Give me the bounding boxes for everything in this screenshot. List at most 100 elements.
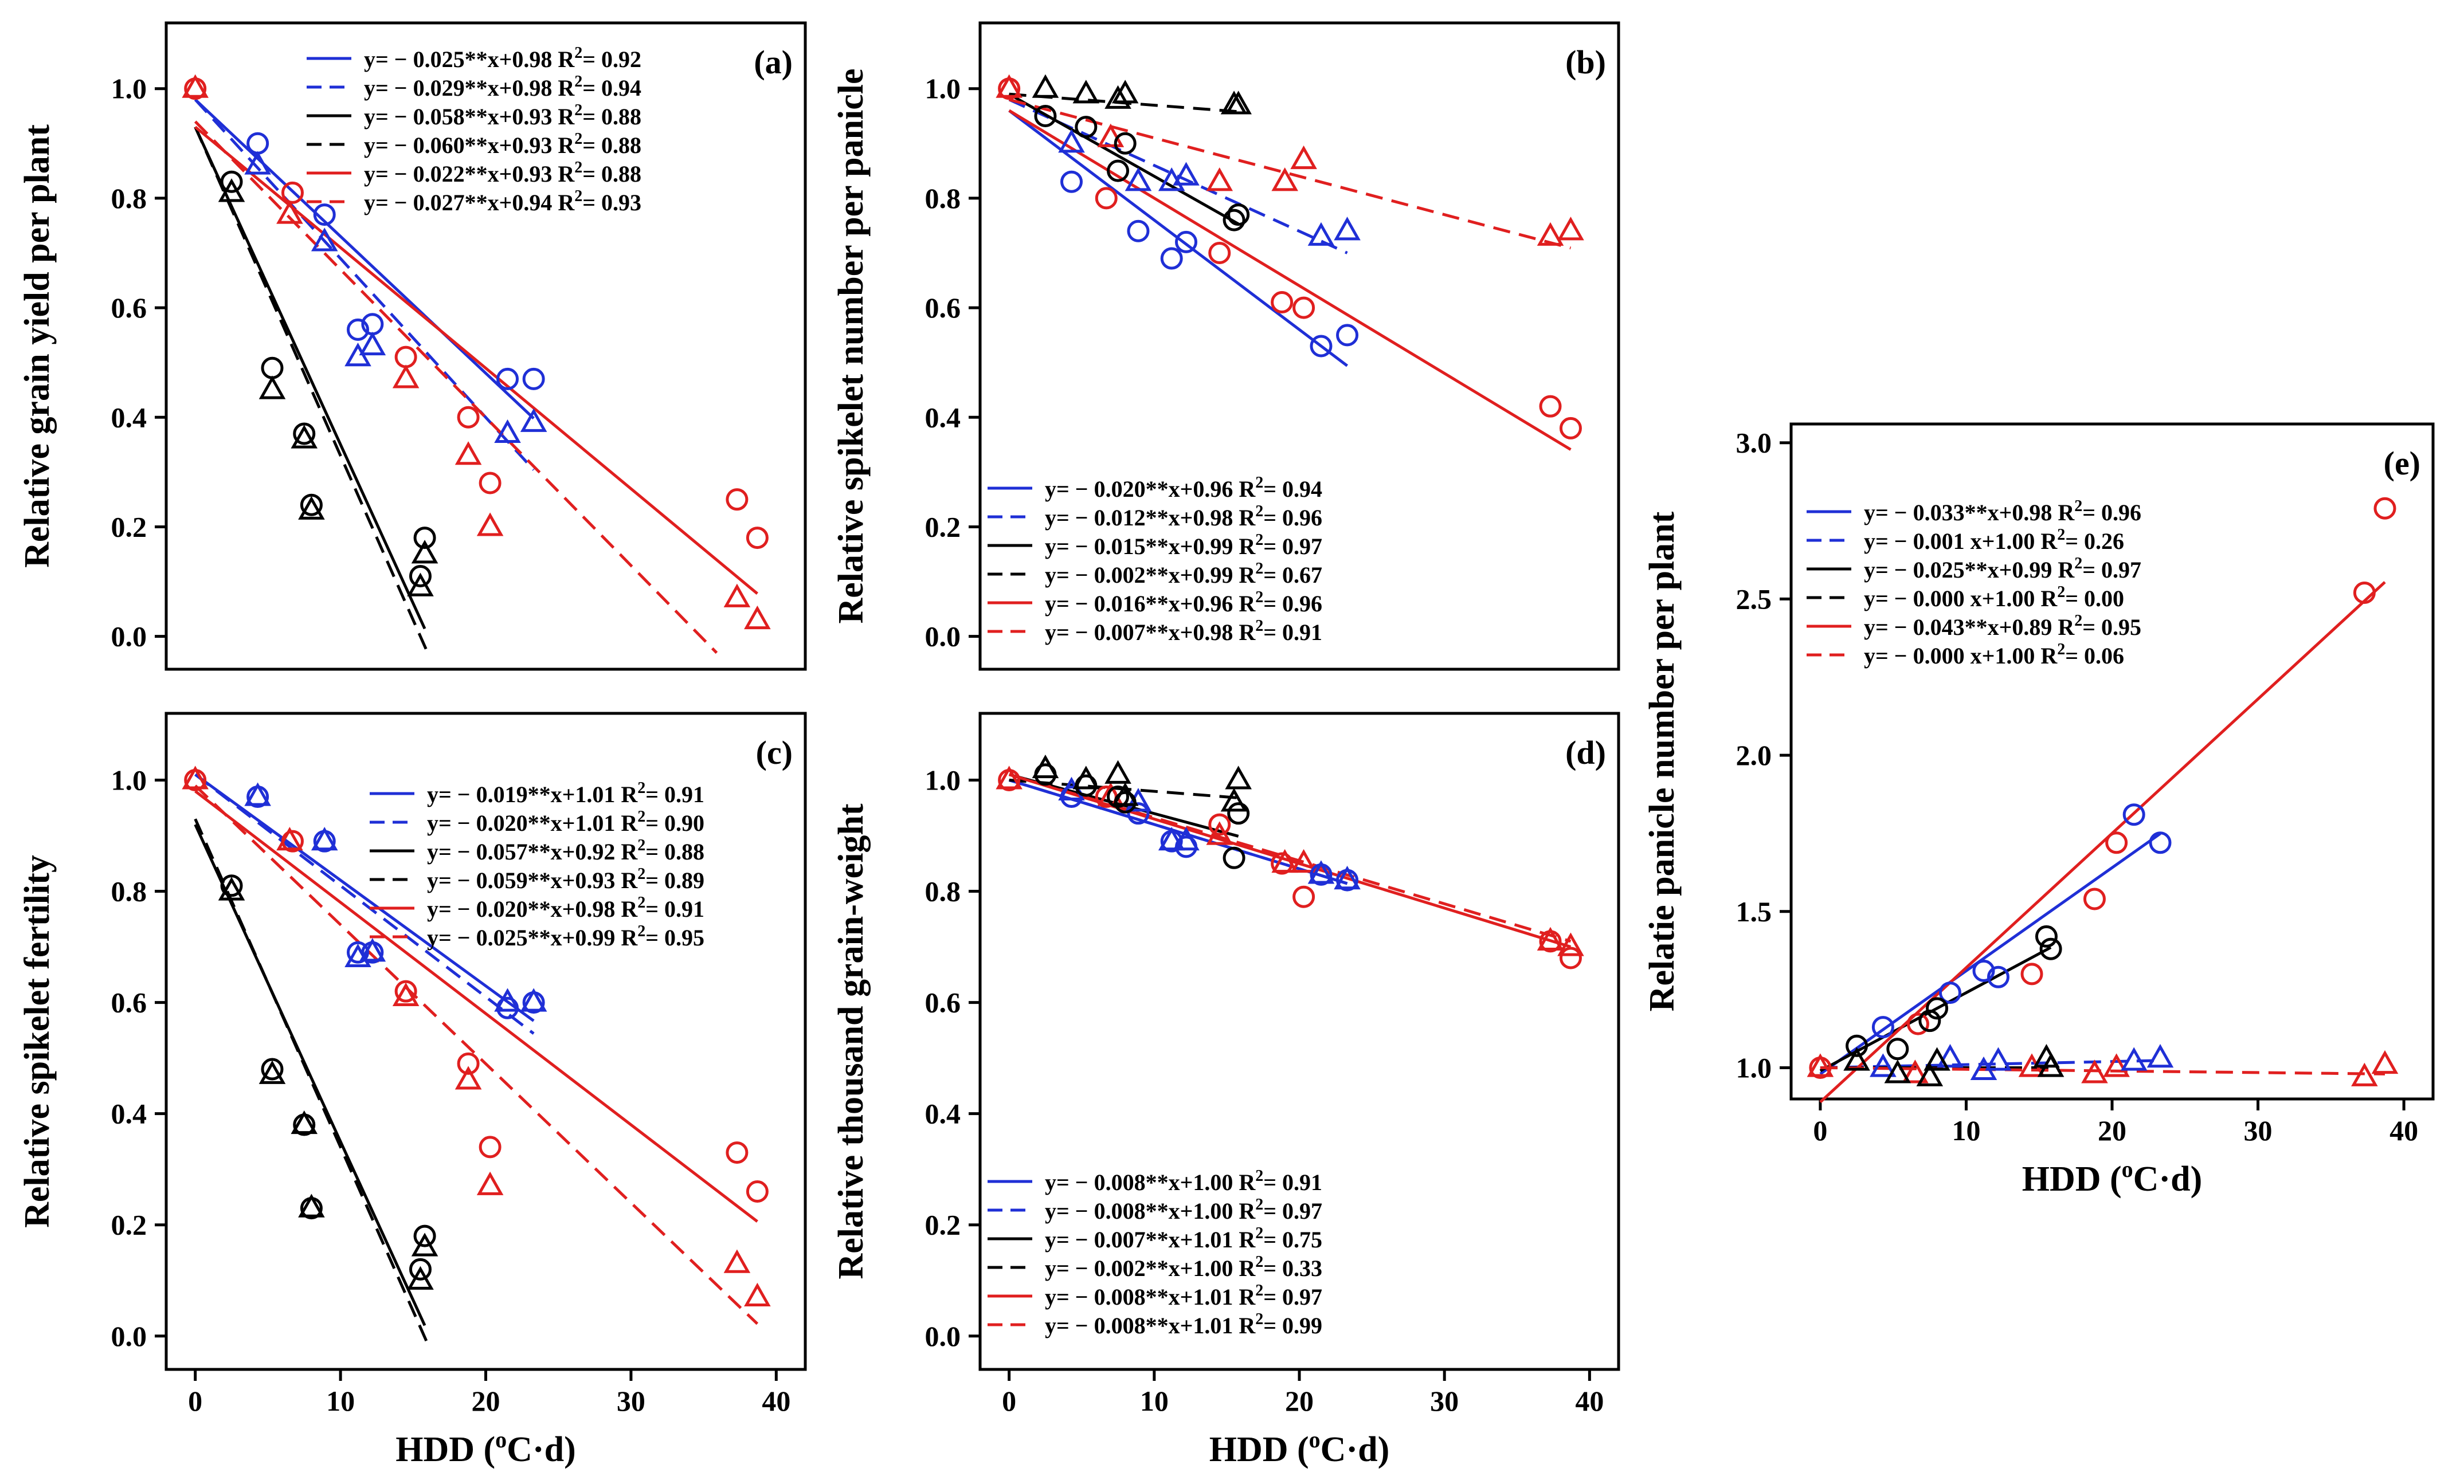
data-point-circle-black	[1107, 159, 1130, 182]
data-point-circle-red	[1292, 885, 1315, 908]
legend-r2-sup: 2	[637, 808, 645, 826]
legend-equation: y= − 0.057**x+0.92 R	[427, 839, 638, 865]
data-point-triangle-blue	[1058, 129, 1085, 153]
legend-equation: y= − 0.002**x+0.99 R	[1045, 562, 1256, 588]
data-point-triangle-blue	[359, 331, 386, 356]
data-point-triangle-red	[1807, 1053, 1834, 1077]
data-point-triangle-red	[723, 1249, 751, 1273]
legend-equation: y= − 0.008**x+1.00 R	[1045, 1169, 1256, 1195]
legend-r2-sup: 2	[1255, 588, 1263, 606]
data-point-triangle-blue	[244, 782, 271, 806]
legend-r2-value: = 0.00	[2065, 586, 2124, 611]
legend-r2-value: = 0.33	[1263, 1255, 1322, 1281]
data-point-circle-red	[479, 472, 502, 494]
x-tick-label: 10	[1140, 1385, 1169, 1417]
x-tick-label: 30	[617, 1385, 645, 1417]
chart-panel-c: 0.0 0.2 0.4 0.6 0.8 1.0 0 10 20 30 40 HDD (oC·d) Rel…	[18, 712, 807, 1469]
regression-line-blue-solid	[194, 773, 535, 1022]
legend-r2-value: = 0.93	[582, 190, 641, 215]
data-point-triangle-blue	[1870, 1053, 1897, 1077]
y-tick-label: 0.6	[925, 292, 961, 324]
legend: y= − 0.008**x+1.00 R2= 0.91y= − 0.008**x…	[988, 1167, 1322, 1338]
y-tick-label: 0.8	[111, 876, 147, 908]
y-axis-title: Relative thousand grain-weight	[832, 803, 871, 1279]
legend-label: y= − 0.043**x+0.89 R2= 0.95	[1864, 612, 2141, 640]
data-point-triangle-red	[996, 74, 1023, 98]
data-point-triangle-black	[1111, 80, 1139, 104]
data-point-triangle-black	[1072, 765, 1100, 790]
x-tick-label: 0	[1813, 1114, 1827, 1147]
data-point-circle-blue	[1871, 1016, 1894, 1039]
data-point-triangle-black	[1220, 788, 1248, 812]
regression-line-black-dashed	[194, 818, 429, 1345]
data-point-triangle-blue	[1937, 1044, 1964, 1068]
data-point-triangle-red	[744, 605, 771, 630]
legend-label: y= − 0.008**x+1.00 R2= 0.97	[1045, 1196, 1322, 1224]
data-point-triangle-red	[1271, 167, 1298, 191]
legend-r2-sup: 2	[574, 44, 582, 62]
y-tick-label: 1.0	[111, 73, 147, 105]
data-point-circle-black	[1886, 1038, 1909, 1061]
data-point-circle-blue	[1987, 965, 2009, 988]
data-point-triangle-blue	[1334, 866, 1361, 890]
y-tick-label: 2.0	[1736, 739, 1772, 771]
data-point-triangle-red	[392, 982, 420, 1006]
data-point-circle-red	[479, 1136, 502, 1159]
data-point-circle-black	[1034, 105, 1057, 128]
x-tick-label: 40	[1575, 1385, 1604, 1417]
data-point-triangle-black	[218, 178, 245, 202]
x-tick-label: 20	[472, 1385, 500, 1417]
legend-r2-sup: 2	[637, 922, 645, 940]
y-tick-label: 0.0	[111, 1320, 147, 1352]
y-tick-label: 0.4	[111, 1098, 147, 1130]
legend-equation: y= − 0.019**x+1.01 R	[427, 782, 638, 807]
legend-label: y= − 0.008**x+1.01 R2= 0.97	[1045, 1282, 1322, 1310]
legend-r2-value: = 0.88	[645, 839, 704, 865]
legend-label: y= − 0.007**x+0.98 R2= 0.91	[1045, 617, 1322, 645]
data-point-triangle-red	[1557, 217, 1584, 241]
data-point-circle-black	[1114, 132, 1137, 155]
data-point-circle-black	[409, 1258, 432, 1281]
legend-r2-sup: 2	[637, 837, 645, 854]
legend-equation: y= − 0.008**x+1.00 R	[1045, 1198, 1256, 1224]
legend: y= − 0.025**x+0.98 R2= 0.92y= − 0.029**x…	[307, 44, 641, 215]
legend-label: y= − 0.033**x+0.98 R2= 0.96	[1864, 497, 2141, 525]
legend-r2-sup: 2	[2074, 612, 2082, 630]
data-point-circle-blue	[1336, 324, 1359, 347]
legend-equation: y= − 0.043**x+0.89 R	[1864, 614, 2075, 640]
data-point-triangle-black	[1111, 782, 1139, 806]
legend-equation: y= − 0.000 x+1.00 R	[1864, 643, 2058, 669]
data-point-triangle-blue	[2120, 1047, 2148, 1071]
data-point-circle-blue	[1127, 802, 1150, 825]
legend-label: y= − 0.019**x+1.01 R2= 0.91	[427, 779, 704, 807]
legend-label: y= − 0.020**x+0.98 R2= 0.91	[427, 894, 704, 922]
legend-equation: y= − 0.012**x+0.98 R	[1045, 505, 1256, 531]
legend-r2-value: = 0.96	[1263, 505, 1322, 531]
y-tick-label: 1.0	[925, 764, 961, 796]
regression-line-black-solid	[1819, 946, 2052, 1073]
data-point-circle-blue	[1175, 230, 1198, 253]
y-tick-label: 0.6	[111, 987, 147, 1019]
data-point-triangle-blue	[1307, 222, 1335, 246]
legend-label: y= − 0.016**x+0.96 R2= 0.96	[1045, 588, 1322, 617]
data-point-circle-red	[2020, 963, 2043, 986]
data-point-triangle-red	[392, 364, 420, 388]
legend-r2-sup: 2	[574, 73, 582, 91]
x-tick-label: 20	[2098, 1114, 2126, 1147]
x-tick-label: 0	[1002, 1385, 1016, 1417]
data-point-circle-red	[457, 1052, 480, 1075]
legend-r2-value: = 0.91	[645, 782, 704, 807]
y-tick-label: 1.0	[111, 764, 147, 796]
data-point-triangle-black	[1884, 1059, 1911, 1083]
panel-label: (b)	[1565, 44, 1606, 81]
data-point-circle-black	[300, 493, 323, 516]
data-point-circle-blue	[1938, 982, 1961, 1004]
data-point-triangle-black	[258, 375, 286, 399]
legend-label: y= − 0.022**x+0.93 R2= 0.88	[364, 159, 641, 187]
regression-line-black-dashed	[194, 126, 429, 654]
data-point-circle-red	[726, 1141, 749, 1164]
data-point-circle-black	[293, 422, 316, 445]
x-tick-label: 10	[326, 1385, 355, 1417]
y-tick-label: 0.8	[925, 876, 961, 908]
legend-label: y= − 0.001 x+1.00 R2= 0.26	[1864, 526, 2124, 554]
